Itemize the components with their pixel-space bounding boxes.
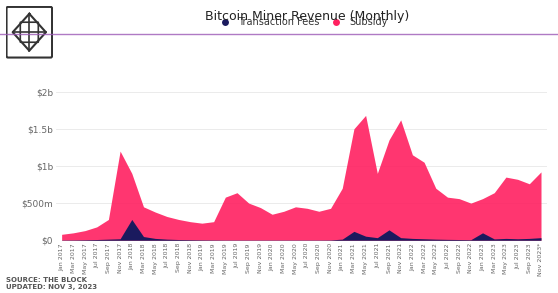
- Text: Bitcoin Miner Revenue (Monthly): Bitcoin Miner Revenue (Monthly): [205, 10, 409, 23]
- Legend: Transaction Fees, Subsidy: Transaction Fees, Subsidy: [211, 13, 391, 31]
- Text: SOURCE: THE BLOCK
UPDATED: NOV 3, 2023: SOURCE: THE BLOCK UPDATED: NOV 3, 2023: [6, 277, 97, 290]
